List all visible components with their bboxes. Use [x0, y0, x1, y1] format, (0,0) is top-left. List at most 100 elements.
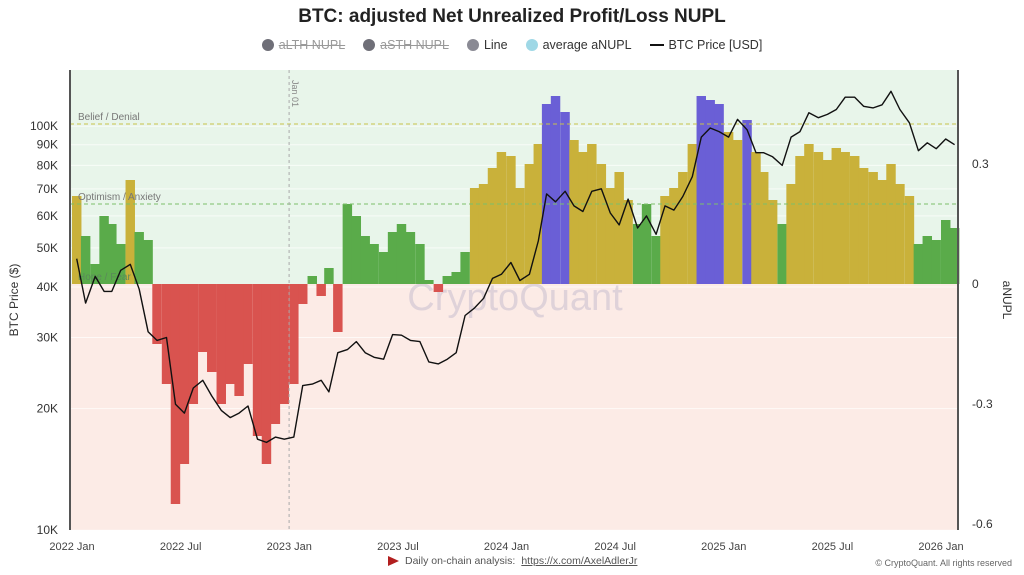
zone-label: Belief / Denial [78, 112, 140, 123]
legend-dot-icon [466, 39, 479, 51]
y-right-tick-label: 0.3 [972, 157, 989, 171]
anupl-bar [316, 284, 326, 296]
y-right-tick-label: -0.6 [972, 517, 993, 531]
x-tick-label: 2026 Jan [918, 541, 963, 553]
anupl-bar [651, 236, 661, 284]
y-left-tick-label: 80K [37, 158, 58, 172]
x-tick-label: 2022 Jan [49, 541, 94, 553]
anupl-bar [587, 144, 597, 284]
anupl-bar [90, 264, 100, 284]
x-tick-label: 2025 Jan [701, 541, 746, 553]
anupl-bar [786, 184, 796, 284]
anupl-bar [922, 236, 933, 284]
legend-label: BTC Price [USD] [668, 38, 763, 52]
y-right-axis-title: aNUPL [1000, 281, 1014, 320]
y-left-tick-label: 30K [37, 330, 58, 344]
anupl-bar [342, 204, 353, 284]
anupl-bar [143, 240, 153, 284]
anupl-bar [351, 216, 362, 284]
anupl-bar [387, 232, 398, 284]
anupl-bar [758, 172, 769, 284]
anupl-bar [99, 216, 109, 284]
legend-dot-icon [525, 39, 538, 51]
anupl-bar [751, 152, 761, 284]
legend-item-average-anupl[interactable]: average aNUPL [525, 38, 632, 52]
anupl-bar [442, 276, 453, 284]
anupl-bar [623, 200, 633, 284]
anupl-bar [72, 196, 82, 284]
anupl-bar [451, 272, 461, 284]
anupl-bar [243, 284, 253, 364]
anupl-bar [307, 276, 317, 284]
anupl-bar [405, 232, 416, 284]
zone-label: Hope / Fear [78, 272, 131, 283]
anupl-bar [433, 284, 444, 292]
anupl-bar [333, 284, 343, 332]
legend-line-icon [649, 44, 664, 46]
anupl-bar [270, 284, 281, 424]
legend-item-btc-price[interactable]: BTC Price [USD] [649, 38, 763, 52]
anupl-bar [822, 160, 833, 284]
anupl-bar [298, 284, 308, 304]
anupl-bar [424, 280, 434, 284]
y-left-tick-label: 40K [37, 280, 58, 294]
anupl-bar [134, 232, 144, 284]
y-left-tick-label: 50K [37, 241, 58, 255]
anupl-bar [289, 284, 299, 384]
anupl-bar [931, 240, 941, 284]
legend-item-line[interactable]: Line [466, 38, 508, 52]
anupl-bar [487, 168, 498, 284]
anupl-bar [767, 200, 778, 284]
anupl-bar [415, 244, 425, 284]
legend-item-alth-nupl[interactable]: aLTH NUPL [261, 38, 345, 52]
anupl-bar [252, 284, 263, 436]
anupl-bar [506, 156, 516, 284]
copyright: © CryptoQuant. All rights reserved [875, 558, 1012, 568]
anupl-bar [360, 236, 370, 284]
anupl-bar [949, 228, 960, 284]
anupl-bar [152, 284, 162, 344]
anupl-bar [895, 184, 905, 284]
anupl-bar [742, 120, 752, 284]
anupl-bar [161, 284, 172, 384]
anupl-bar [578, 152, 588, 284]
flag-icon [388, 556, 399, 566]
anupl-bar [831, 148, 842, 284]
y-right-tick-label: 0 [972, 277, 979, 291]
anupl-bar [515, 188, 525, 284]
anupl-bar [116, 244, 126, 284]
y-left-tick-label: 60K [37, 209, 58, 223]
anupl-bar [913, 244, 924, 284]
x-tick-label: 2022 Jul [160, 541, 202, 553]
legend-label: Line [483, 38, 508, 52]
anupl-bar [524, 164, 535, 284]
anupl-bar [369, 244, 379, 284]
legend-dot-icon [261, 39, 274, 51]
legend-item-asth-nupl[interactable]: aSTH NUPL [363, 38, 449, 52]
anupl-bar [696, 96, 706, 284]
footer-link[interactable]: https://x.com/AxelAdlerJr [521, 555, 638, 567]
y-left-tick-label: 20K [37, 402, 58, 416]
anupl-bar [125, 180, 135, 284]
anupl-bar [714, 104, 724, 284]
x-tick-label: 2025 Jul [812, 541, 854, 553]
anupl-bar [80, 236, 91, 284]
anupl-bar [478, 184, 489, 284]
anupl-bar [941, 220, 951, 284]
footer: Daily on-chain analysis: https://x.com/A… [388, 555, 637, 567]
x-tick-label: 2024 Jul [594, 541, 636, 553]
anupl-bar [596, 164, 607, 284]
anupl-bar [396, 224, 407, 284]
anupl-bar [705, 100, 715, 284]
y-left-tick-label: 90K [37, 138, 58, 152]
anupl-bar [614, 172, 624, 284]
y-left-axis-title: BTC Price ($) [7, 264, 21, 337]
anupl-bar [632, 224, 643, 284]
anupl-bar [496, 152, 507, 284]
anupl-bar [886, 164, 896, 284]
footer-text: Daily on-chain analysis: [405, 555, 516, 567]
y-left-tick-label: 70K [37, 182, 58, 196]
anupl-bar [460, 252, 470, 284]
anupl-bar [840, 152, 850, 284]
